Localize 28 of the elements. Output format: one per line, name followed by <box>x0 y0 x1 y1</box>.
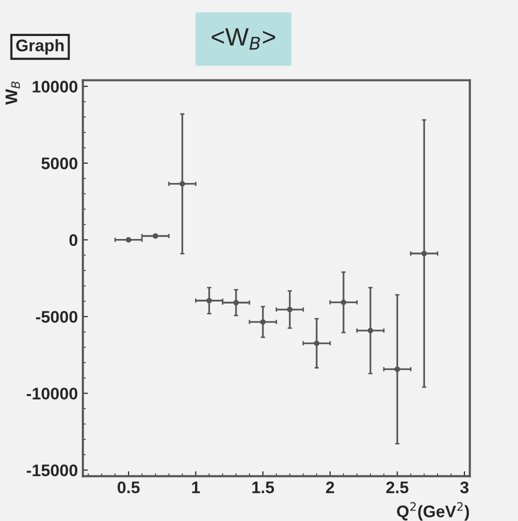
y-tick-label: 0 <box>69 234 78 246</box>
y-tick-label: 5000 <box>41 158 78 170</box>
point <box>368 328 374 334</box>
y-tick-label: 10000 <box>32 80 78 93</box>
point <box>421 250 427 256</box>
point <box>314 340 320 346</box>
point <box>180 181 186 187</box>
x-tick-label: 3 <box>460 481 468 494</box>
point <box>260 319 266 325</box>
x-tick-label: 2 <box>326 481 334 494</box>
point <box>152 233 158 239</box>
x-tick-label: 0.5 <box>118 481 140 494</box>
point <box>340 300 346 306</box>
y-axis-title: W$_{B}$ <box>6 82 20 105</box>
point <box>206 298 212 304</box>
point <box>394 366 400 372</box>
x-tick-label: 1.5 <box>252 482 274 494</box>
y-tick-label: -5000 <box>36 310 78 323</box>
x-tick-label: 2.5 <box>386 481 408 494</box>
point <box>233 300 239 306</box>
chart-title: <W$_{B}$> <box>212 28 276 50</box>
y-tick-label: -10000 <box>26 388 78 400</box>
x-axis-title: Q$^{2}$(GeV$^{2}$) <box>397 502 469 521</box>
point <box>126 237 132 243</box>
y-tick-label: -15000 <box>26 464 78 476</box>
text: Graph <box>16 39 64 55</box>
point <box>287 306 293 312</box>
x-tick-label: 1 <box>192 482 200 494</box>
